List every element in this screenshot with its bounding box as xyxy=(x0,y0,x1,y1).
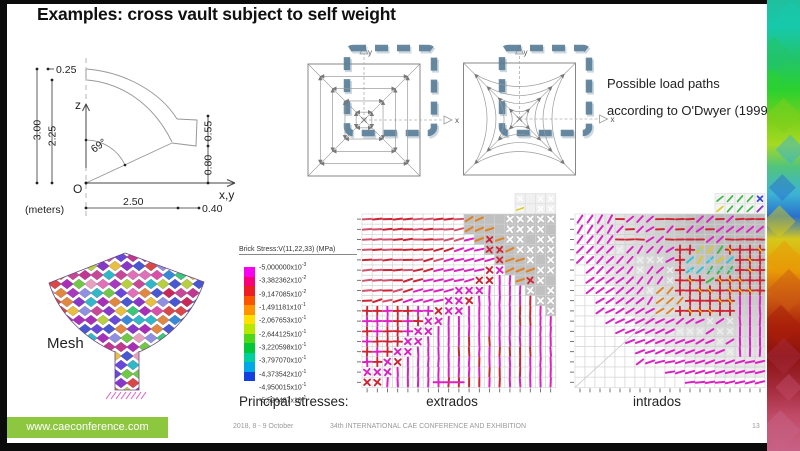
legend-color-bar xyxy=(244,267,255,407)
color-strip-tile xyxy=(767,97,800,134)
legend-entry: -2,067653x10-1 xyxy=(259,315,307,325)
svg-text:0.25: 0.25 xyxy=(56,64,77,76)
legend-entry: -3,797070x10-1 xyxy=(259,355,307,365)
color-strip-tile xyxy=(777,1,800,30)
extrados-label: extrados xyxy=(426,394,478,409)
legend-bar-segment xyxy=(244,286,255,296)
load-path-diagram-parallel: yx xyxy=(307,44,459,177)
load-paths-note-line2: according to O'Dwyer (1999) xyxy=(607,103,773,118)
svg-text:0.55: 0.55 xyxy=(203,121,215,142)
legend-entry: -2,644125x10-1 xyxy=(259,328,307,338)
color-strip-tile xyxy=(775,134,800,164)
load-paths-note: Possible load paths according to O'Dwyer… xyxy=(607,70,800,124)
svg-text:z: z xyxy=(75,98,81,112)
legend-bar-segment xyxy=(244,276,255,286)
svg-text:(meters): (meters) xyxy=(25,204,64,216)
legend-entry: -5,526487x10-1 xyxy=(259,395,307,405)
intrados-label: intrados xyxy=(632,394,682,409)
mesh-label: Mesh xyxy=(47,335,84,352)
mesh-figure xyxy=(48,252,205,400)
svg-text:x: x xyxy=(455,116,459,125)
load-paths-note-line1: Possible load paths xyxy=(607,76,720,91)
color-strip-tile xyxy=(767,68,784,92)
color-strip-tile xyxy=(767,410,800,451)
legend-bar-segment xyxy=(244,343,255,353)
legend-values: -5,000000x10-3 -3,382362x10-2 -9,147085x10… xyxy=(259,260,306,407)
color-strip-tile xyxy=(774,373,800,402)
intrados-stress-plot xyxy=(570,193,766,393)
legend-bar-segment xyxy=(244,352,255,362)
legend-bar-segment xyxy=(244,314,255,324)
color-strip-tile xyxy=(767,337,800,374)
legend-entry: -3,220598x10-1 xyxy=(259,341,307,352)
legend-entry: -3,382362x10-2 xyxy=(259,275,307,285)
legend-bar-segment xyxy=(244,324,255,334)
load-path-diagram-fan: yx xyxy=(463,44,615,176)
principal-stresses-label: Principal stresses: xyxy=(239,394,349,409)
legend-bar-segment xyxy=(244,371,255,381)
legend-entry: -1,491181x10-1 xyxy=(259,301,306,312)
color-strip-tile xyxy=(767,36,793,74)
svg-text:0.40: 0.40 xyxy=(202,203,223,215)
color-strip-tile xyxy=(769,173,796,201)
legend-bar-segment xyxy=(244,295,255,305)
slide-title: Examples: cross vault subject to self we… xyxy=(37,4,396,24)
legend-bar-segment xyxy=(244,333,255,343)
footer-conference: 34th INTERNATIONAL CAE CONFERENCE AND EX… xyxy=(330,423,527,430)
svg-text:x: x xyxy=(611,115,615,124)
legend-body: -5,000000x10-3 -3,382362x10-2 -9,147085x10… xyxy=(239,260,357,407)
extrados-stress-plot xyxy=(357,193,557,393)
site-url: www.caeconference.com xyxy=(26,421,149,433)
legend-bar-segment xyxy=(244,305,255,315)
page-number: 13 xyxy=(752,423,760,430)
legend-title: Brick Stress:V(11,22,33) (MPa) xyxy=(239,246,357,255)
svg-text:2.50: 2.50 xyxy=(123,196,144,208)
site-badge: www.caeconference.com xyxy=(7,417,168,438)
svg-text:69°: 69° xyxy=(89,137,109,156)
legend-entry: -9,147085x10-2 xyxy=(259,288,307,298)
svg-text:O: O xyxy=(73,182,82,196)
svg-text:0.80: 0.80 xyxy=(203,155,215,176)
svg-text:y: y xyxy=(524,48,528,57)
color-strip-tile xyxy=(767,204,796,238)
svg-text:y: y xyxy=(368,48,372,57)
color-strip-tile xyxy=(768,268,800,311)
legend-bar-segment xyxy=(244,362,255,372)
cross-section-diagram: z x,y O 69° 3.00 2.25 0.25 0.55 0.80 2.50 0.40 (met… xyxy=(25,58,236,216)
svg-text:3.00: 3.00 xyxy=(32,120,44,141)
footer-date: 2018, 8 - 9 October xyxy=(233,423,294,430)
slide: Examples: cross vault subject to self we… xyxy=(7,4,772,443)
legend-entry: -4,950015x10-1 xyxy=(259,381,307,392)
legend-entry: -5,000000x10-3 xyxy=(259,262,307,272)
legend-bar-segment xyxy=(244,267,255,277)
legend-entry: -4,373542x10-1 xyxy=(259,368,307,378)
color-strip xyxy=(767,0,800,451)
stress-legend: Brick Stress:V(11,22,33) (MPa) -5,000000… xyxy=(239,246,357,407)
svg-text:2.25: 2.25 xyxy=(47,126,59,147)
svg-text:x,y: x,y xyxy=(219,188,234,202)
